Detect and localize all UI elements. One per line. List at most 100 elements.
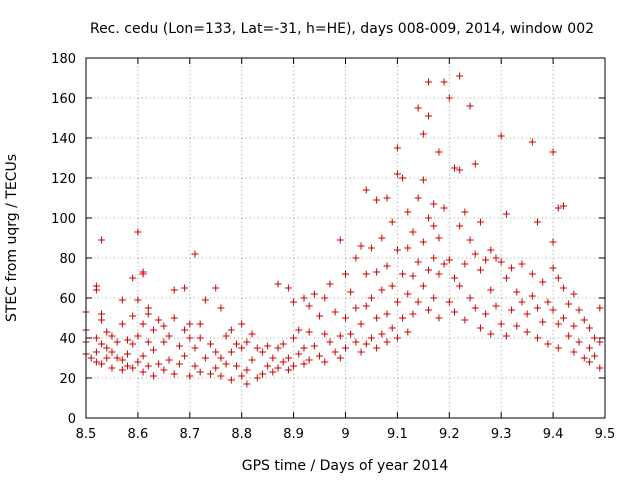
data-point [258, 370, 266, 378]
data-point [445, 256, 453, 264]
x-tick-label: 9 [341, 427, 349, 442]
data-point [264, 362, 272, 370]
data-point [419, 238, 427, 246]
data-point [233, 362, 241, 370]
x-tick-label: 8.5 [76, 427, 97, 442]
data-point [284, 354, 292, 362]
data-point [425, 306, 433, 314]
data-point [108, 348, 116, 356]
data-point [243, 338, 251, 346]
data-point [233, 340, 241, 348]
data-point [461, 260, 469, 268]
data-point [92, 282, 100, 290]
data-point [118, 366, 126, 374]
y-tick-label: 60 [59, 292, 76, 307]
data-point [181, 326, 189, 334]
y-tick-label: 160 [51, 92, 76, 107]
data-point [362, 270, 370, 278]
data-point [98, 316, 106, 324]
data-point [227, 348, 235, 356]
data-point [103, 328, 111, 336]
data-point [404, 328, 412, 336]
data-point [357, 348, 365, 356]
data-point [217, 372, 225, 380]
chart-title: Rec. cedu (Lon=133, Lat=-31, h=HE), days… [90, 21, 594, 37]
x-axis-label: GPS time / Days of year 2014 [242, 458, 449, 474]
data-point [248, 356, 256, 364]
data-point [362, 340, 370, 348]
data-point [196, 368, 204, 376]
data-point [466, 236, 474, 244]
data-point [435, 314, 443, 322]
data-point [580, 316, 588, 324]
data-point [191, 250, 199, 258]
data-point [367, 334, 375, 342]
data-point [585, 324, 593, 332]
data-point [549, 148, 557, 156]
data-point [425, 214, 433, 222]
data-point [113, 338, 121, 346]
data-point [450, 164, 458, 172]
data-point [217, 304, 225, 312]
data-point [134, 358, 142, 366]
data-point [399, 270, 407, 278]
data-point [118, 296, 126, 304]
data-point [196, 320, 204, 328]
grid-layer [86, 58, 605, 418]
data-point [373, 196, 381, 204]
data-point [129, 312, 137, 320]
data-point [238, 344, 246, 352]
data-point [513, 322, 521, 330]
data-point [212, 284, 220, 292]
data-point [456, 72, 464, 80]
y-tick-label: 100 [51, 212, 76, 227]
data-point [378, 234, 386, 242]
data-point [430, 254, 438, 262]
y-axis-label: STEC from uqrg / TECUs [4, 154, 20, 322]
data-point [342, 314, 349, 322]
data-point [367, 294, 375, 302]
data-point [264, 342, 272, 350]
data-point [222, 332, 230, 340]
data-point [450, 274, 458, 282]
data-point [596, 338, 604, 346]
data-point [217, 354, 225, 362]
data-point [471, 250, 479, 258]
data-point [430, 222, 438, 230]
data-point [559, 314, 567, 322]
data-point [284, 284, 292, 292]
data-point [580, 354, 588, 362]
data-point [103, 344, 111, 352]
data-point [367, 244, 375, 252]
data-point [326, 280, 334, 288]
data-point [482, 310, 490, 318]
data-point [502, 332, 510, 340]
data-point [383, 262, 391, 270]
data-point [378, 330, 386, 338]
data-point [476, 324, 484, 332]
data-point [207, 370, 215, 378]
data-point [549, 306, 557, 314]
tick-layer: 8.5 8.6 8.7 8.8 8.9 9 9.1 9.2 9.3 9.4 9.5 0 20 40 60 80… [51, 52, 615, 442]
data-point [269, 368, 277, 376]
data-point [352, 254, 360, 262]
data-point [253, 374, 261, 382]
data-point [393, 298, 401, 306]
data-point [393, 334, 401, 342]
data-point [549, 238, 557, 246]
data-point [383, 338, 391, 346]
data-point [544, 340, 552, 348]
data-point [321, 330, 329, 338]
y-tick-label: 40 [59, 332, 76, 347]
data-point [149, 372, 157, 380]
data-point [305, 328, 313, 336]
data-point [440, 204, 448, 212]
data-point [508, 306, 516, 314]
data-point [352, 338, 360, 346]
data-point [144, 338, 152, 346]
data-point [170, 286, 178, 294]
data-point [404, 244, 412, 252]
data-point [430, 294, 438, 302]
data-point [399, 314, 407, 322]
data-point [456, 166, 464, 174]
